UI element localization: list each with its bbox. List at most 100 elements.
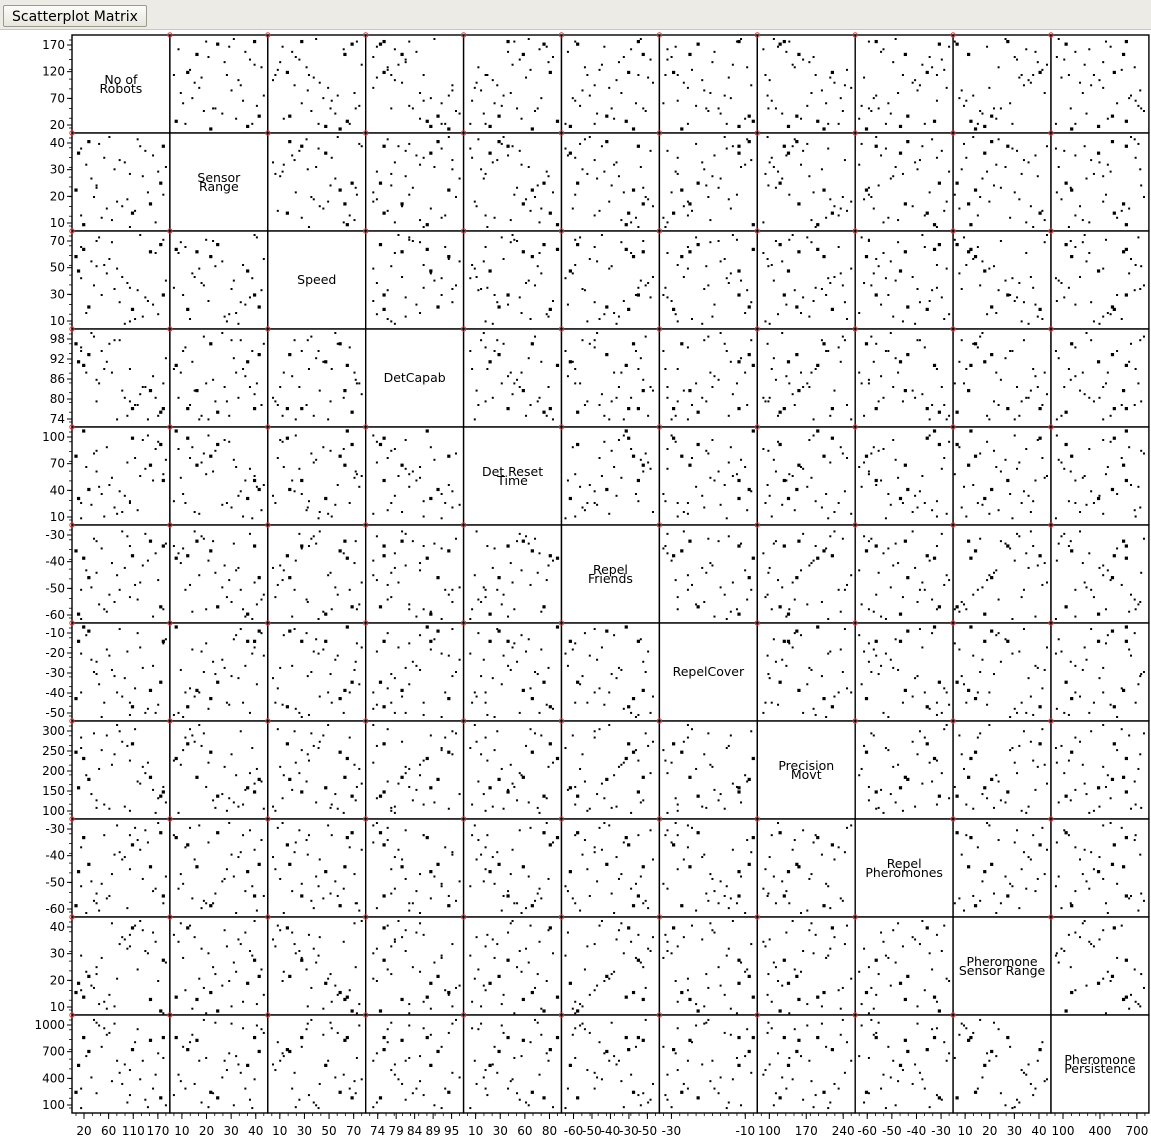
data-point[interactable] — [928, 559, 931, 562]
data-point[interactable] — [386, 289, 389, 292]
data-point[interactable] — [574, 1012, 577, 1015]
data-point[interactable] — [639, 38, 642, 40]
data-point[interactable] — [1013, 300, 1016, 302]
data-point[interactable] — [713, 615, 716, 618]
data-point[interactable] — [837, 246, 840, 248]
data-point[interactable] — [162, 1056, 165, 1059]
data-point[interactable] — [740, 166, 743, 168]
data-point[interactable] — [1133, 780, 1136, 783]
data-point[interactable] — [360, 393, 363, 396]
data-point[interactable] — [393, 805, 396, 808]
data-point[interactable] — [906, 629, 910, 633]
data-point[interactable] — [986, 170, 989, 173]
data-point[interactable] — [136, 289, 139, 292]
data-point[interactable] — [1074, 664, 1077, 667]
data-point[interactable] — [867, 608, 870, 611]
data-point[interactable] — [511, 920, 514, 922]
data-point[interactable] — [889, 658, 892, 661]
data-point[interactable] — [471, 608, 474, 611]
data-point[interactable] — [205, 473, 208, 476]
data-point[interactable] — [579, 909, 582, 912]
data-point[interactable] — [279, 175, 282, 178]
data-point[interactable] — [548, 211, 552, 215]
data-point[interactable] — [579, 382, 582, 385]
data-point[interactable] — [440, 716, 443, 718]
data-point[interactable] — [527, 875, 530, 878]
data-point[interactable] — [469, 1107, 472, 1110]
data-point[interactable] — [397, 848, 400, 851]
data-point[interactable] — [882, 448, 885, 450]
data-point[interactable] — [327, 574, 330, 577]
data-point[interactable] — [1020, 74, 1023, 76]
data-point[interactable] — [306, 89, 309, 92]
data-point[interactable] — [1032, 1094, 1035, 1097]
data-point[interactable] — [128, 868, 131, 871]
data-point[interactable] — [778, 1009, 782, 1013]
data-point[interactable] — [128, 834, 131, 837]
data-point[interactable] — [766, 342, 769, 345]
data-point[interactable] — [622, 300, 625, 302]
data-point[interactable] — [404, 829, 407, 832]
data-point[interactable] — [586, 1069, 589, 1072]
data-point[interactable] — [154, 448, 157, 450]
data-point[interactable] — [82, 995, 86, 999]
data-point[interactable] — [298, 1098, 301, 1101]
data-point[interactable] — [386, 509, 389, 512]
data-point[interactable] — [293, 628, 296, 631]
data-point[interactable] — [808, 564, 811, 567]
data-point[interactable] — [642, 378, 645, 381]
data-point[interactable] — [727, 282, 730, 284]
data-point[interactable] — [382, 742, 386, 746]
data-point[interactable] — [152, 375, 155, 378]
data-point[interactable] — [921, 581, 924, 584]
data-point[interactable] — [605, 629, 609, 633]
data-point[interactable] — [521, 389, 525, 393]
data-point[interactable] — [521, 1038, 525, 1042]
data-point[interactable] — [291, 615, 294, 618]
data-point[interactable] — [329, 400, 332, 403]
data-point[interactable] — [1110, 140, 1115, 144]
data-point[interactable] — [983, 1063, 987, 1067]
data-point[interactable] — [493, 749, 496, 752]
data-point[interactable] — [1025, 811, 1028, 814]
data-point[interactable] — [393, 940, 396, 943]
data-point[interactable] — [85, 912, 88, 914]
data-point[interactable] — [338, 549, 342, 553]
data-point[interactable] — [960, 89, 963, 92]
data-point[interactable] — [429, 496, 433, 501]
data-point[interactable] — [507, 375, 510, 378]
data-point[interactable] — [596, 793, 599, 796]
data-point[interactable] — [262, 1031, 265, 1034]
data-point[interactable] — [822, 549, 826, 553]
data-point[interactable] — [940, 296, 943, 299]
data-point[interactable] — [806, 1024, 809, 1027]
data-point[interactable] — [825, 102, 828, 105]
data-point[interactable] — [355, 608, 358, 611]
data-point[interactable] — [631, 127, 636, 131]
data-point[interactable] — [291, 50, 294, 53]
data-point[interactable] — [1102, 765, 1105, 768]
data-point[interactable] — [695, 1003, 698, 1006]
data-point[interactable] — [841, 110, 844, 112]
data-point[interactable] — [375, 45, 378, 48]
data-point[interactable] — [285, 407, 289, 411]
data-point[interactable] — [670, 300, 673, 302]
data-point[interactable] — [195, 997, 199, 1002]
data-point[interactable] — [774, 470, 777, 473]
data-point[interactable] — [98, 1003, 101, 1006]
data-point[interactable] — [327, 724, 330, 726]
data-point[interactable] — [538, 811, 541, 814]
data-point[interactable] — [141, 765, 144, 768]
data-point[interactable] — [916, 1022, 919, 1025]
data-point[interactable] — [1085, 112, 1088, 115]
data-point[interactable] — [419, 562, 422, 565]
data-point[interactable] — [1133, 66, 1136, 69]
data-point[interactable] — [802, 829, 805, 832]
data-point[interactable] — [477, 138, 480, 141]
data-point[interactable] — [830, 1048, 834, 1052]
data-point[interactable] — [477, 598, 480, 601]
data-point[interactable] — [1055, 300, 1058, 302]
data-point[interactable] — [244, 479, 247, 482]
data-point[interactable] — [334, 177, 337, 180]
data-point[interactable] — [312, 535, 315, 538]
